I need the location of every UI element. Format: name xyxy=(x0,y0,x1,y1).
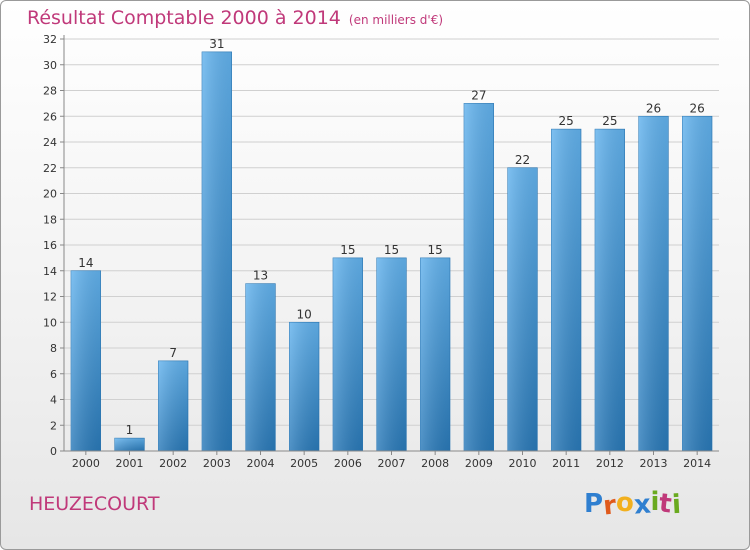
data-label-2011: 25 xyxy=(559,114,574,128)
bar-shade-2003 xyxy=(201,51,232,451)
logo-letter-4: x xyxy=(632,489,652,521)
y-tick-label-32: 32 xyxy=(43,33,57,46)
y-tick-label-22: 22 xyxy=(43,162,57,175)
y-tick-label-14: 14 xyxy=(43,265,57,278)
x-tick-label-2009: 2009 xyxy=(465,457,493,470)
x-tick-label-2002: 2002 xyxy=(159,457,187,470)
data-label-2013: 26 xyxy=(646,101,661,115)
data-label-2002: 7 xyxy=(169,346,177,360)
x-tick-label-2013: 2013 xyxy=(640,457,668,470)
y-tick-label-8: 8 xyxy=(50,342,57,355)
x-tick-label-2005: 2005 xyxy=(290,457,318,470)
x-tick-label-2008: 2008 xyxy=(421,457,449,470)
x-tick-label-2000: 2000 xyxy=(72,457,100,470)
x-tick-label-2011: 2011 xyxy=(552,457,580,470)
y-tick-label-4: 4 xyxy=(50,394,57,407)
y-tick-label-12: 12 xyxy=(43,291,57,304)
place-name: HEUZECOURT xyxy=(29,493,160,515)
data-label-2001: 1 xyxy=(126,423,134,437)
y-tick-label-28: 28 xyxy=(43,85,57,98)
data-label-2004: 13 xyxy=(253,269,268,283)
bar-shade-2001 xyxy=(114,438,145,451)
bar-shade-2007 xyxy=(376,257,407,451)
x-tick-label-2001: 2001 xyxy=(116,457,144,470)
bar-shade-2014 xyxy=(682,116,713,451)
logo-letter-3: o xyxy=(614,487,635,519)
x-tick-label-2010: 2010 xyxy=(509,457,537,470)
x-tick-label-2006: 2006 xyxy=(334,457,362,470)
logo-letter-7: i xyxy=(671,489,682,521)
bar-shade-2005 xyxy=(289,322,320,451)
y-tick-label-26: 26 xyxy=(43,110,57,123)
bar-shade-2012 xyxy=(594,129,625,451)
y-tick-label-6: 6 xyxy=(50,368,57,381)
x-tick-label-2007: 2007 xyxy=(378,457,406,470)
y-tick-label-10: 10 xyxy=(43,316,57,329)
data-label-2005: 10 xyxy=(297,307,312,321)
bar-shade-2000 xyxy=(70,270,101,451)
bar-shade-2010 xyxy=(507,167,538,451)
data-label-2009: 27 xyxy=(471,88,486,102)
x-tick-label-2014: 2014 xyxy=(683,457,711,470)
bar-layer xyxy=(70,51,713,452)
data-label-2000: 14 xyxy=(78,256,93,270)
y-tick-label-24: 24 xyxy=(43,136,57,149)
y-tick-label-30: 30 xyxy=(43,59,57,72)
y-tick-label-2: 2 xyxy=(50,419,57,432)
chart-title: Résultat Comptable 2000 à 2014 (en millie… xyxy=(27,7,443,29)
data-label-2006: 15 xyxy=(340,243,355,257)
data-label-2008: 15 xyxy=(428,243,443,257)
x-tick-label-2012: 2012 xyxy=(596,457,624,470)
y-tick-label-16: 16 xyxy=(43,239,57,252)
data-label-2012: 25 xyxy=(602,114,617,128)
x-tick-label-2004: 2004 xyxy=(247,457,275,470)
bar-shade-2004 xyxy=(245,283,276,451)
data-label-2010: 22 xyxy=(515,153,530,167)
data-label-2003: 31 xyxy=(209,37,224,51)
label-layer: 14 1 7 31 13 10 15 15 15 27 22 25 25 26 26 xyxy=(78,37,705,437)
data-label-2007: 15 xyxy=(384,243,399,257)
x-tick-label-2003: 2003 xyxy=(203,457,231,470)
y-tick-label-0: 0 xyxy=(50,445,57,458)
bar-shade-2006 xyxy=(332,257,363,451)
data-label-2014: 26 xyxy=(690,101,705,115)
proxiti-logo: Proxiti xyxy=(584,487,682,522)
bar-shade-2008 xyxy=(420,257,451,451)
bar-shade-2013 xyxy=(638,116,669,451)
y-tick-label-20: 20 xyxy=(43,188,57,201)
title-text: Résultat Comptable 2000 à 2014 xyxy=(27,7,341,29)
bar-shade-2002 xyxy=(158,360,189,451)
chart-subtitle: (en milliers d'€) xyxy=(348,13,444,27)
bar-shade-2011 xyxy=(551,129,582,451)
logo-letter-1: P xyxy=(584,489,604,519)
logo-letter-5: i xyxy=(650,487,660,517)
bar-shade-2009 xyxy=(463,103,494,451)
y-tick-label-18: 18 xyxy=(43,213,57,226)
